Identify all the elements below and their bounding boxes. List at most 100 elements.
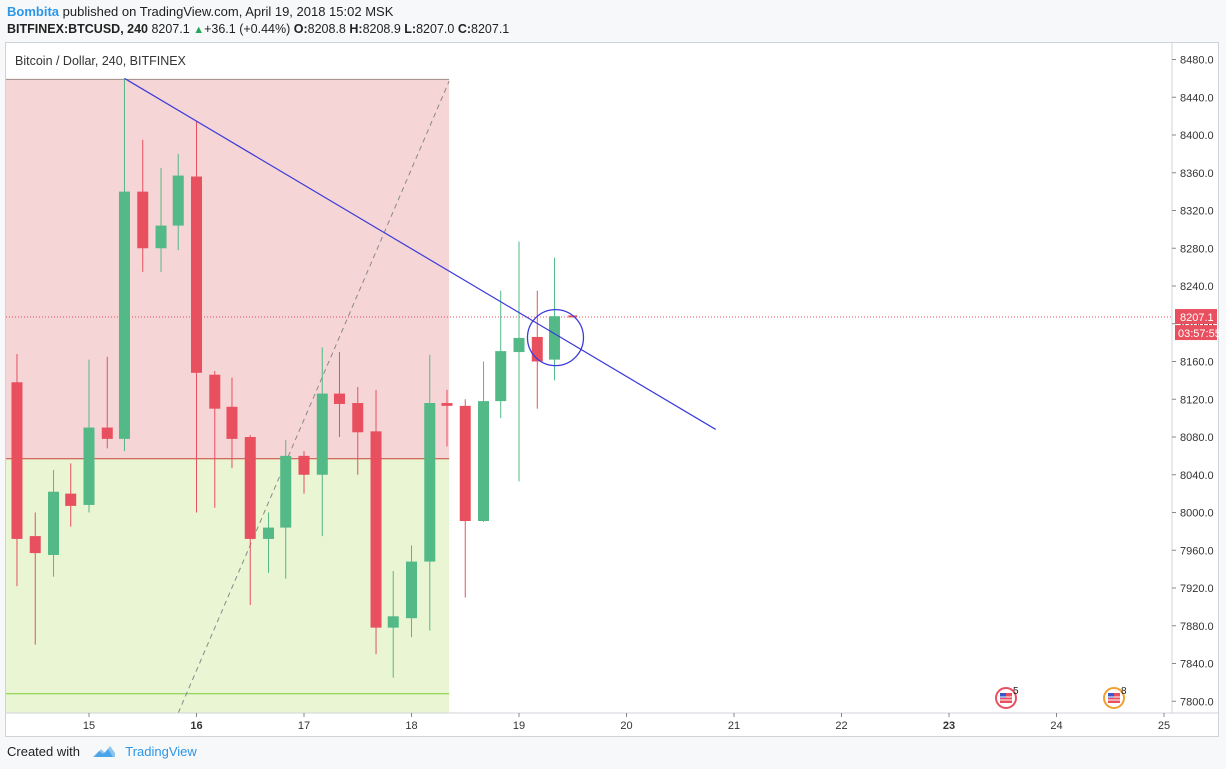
long-position-zones (6, 78, 450, 713)
trend-line (124, 77, 717, 430)
candle (101, 356, 113, 449)
candle (424, 354, 436, 631)
candle (155, 168, 167, 272)
candle (495, 290, 507, 419)
price-tick-label: 7960.0 (1180, 545, 1214, 557)
candle (11, 353, 23, 587)
candle-body (298, 455, 310, 475)
candle (531, 290, 543, 409)
candle (191, 120, 202, 513)
candle (137, 139, 149, 272)
tradingview-link[interactable]: TradingView (125, 744, 197, 759)
candle-body (172, 175, 184, 226)
candle (280, 439, 292, 579)
candle-body (568, 315, 578, 318)
flag-canton (1000, 693, 1006, 698)
candle-body (333, 393, 345, 404)
candle-body (531, 336, 543, 362)
candle (263, 512, 275, 573)
candle-body (226, 406, 238, 439)
drawing-lines (6, 81, 1172, 714)
candle-body (48, 491, 60, 555)
candle-body (352, 403, 364, 433)
overlay (124, 77, 717, 430)
author-link[interactable]: Bombita (7, 4, 59, 19)
us-flag-event-icon: 8 (1103, 686, 1127, 709)
candle (441, 389, 453, 447)
candle-body (424, 403, 436, 562)
tradingview-cloud-icon (92, 744, 116, 761)
candle (29, 512, 41, 645)
price-tick-label: 7920.0 (1180, 583, 1214, 595)
price-tag-label: 8207.1 (1180, 312, 1214, 324)
flag-canton (1108, 693, 1114, 698)
time-tick-label: 22 (835, 720, 847, 732)
time-tick-label: 20 (620, 720, 632, 732)
candle-body (191, 176, 202, 373)
candle-body (29, 536, 41, 554)
publish-info: Bombita published on TradingView.com, Ap… (7, 4, 393, 19)
price-tick-label: 7800.0 (1180, 696, 1214, 708)
price-tick-label: 8320.0 (1180, 206, 1214, 218)
event-count: 5 (1013, 686, 1019, 697)
time-tick-label: 21 (728, 720, 740, 732)
candle-body (263, 527, 275, 539)
price-tick-label: 8000.0 (1180, 508, 1214, 520)
price-tick-label: 7880.0 (1180, 621, 1214, 633)
candle (65, 463, 77, 527)
price-tick-label: 7840.0 (1180, 659, 1214, 671)
high-value: 8208.9 (362, 22, 401, 36)
up-arrow-icon: ▲ (193, 24, 205, 36)
candle (406, 545, 417, 638)
countdown-tag (1175, 325, 1217, 341)
candle (209, 370, 221, 508)
profit-zone (6, 79, 450, 459)
candle (370, 389, 382, 655)
time-tick-label: 17 (298, 720, 310, 732)
candle (478, 361, 490, 522)
candle-body (513, 337, 525, 353)
price-tag (1175, 309, 1217, 325)
candle (316, 347, 328, 537)
last-price: 8207.1 (151, 22, 190, 36)
candle (298, 451, 310, 494)
candle-body (495, 351, 507, 402)
created-with-text: Created with (7, 744, 80, 759)
event-count: 8 (1121, 686, 1127, 697)
candle-body (406, 561, 417, 619)
open-label: O: (293, 22, 308, 36)
candle-body (478, 401, 490, 521)
candle-body (118, 191, 130, 439)
price-tick-label: 8440.0 (1180, 92, 1214, 104)
candle-body (441, 403, 453, 406)
candle-body (137, 191, 149, 249)
price-tick-label: 8400.0 (1180, 130, 1214, 142)
published-text: published on TradingView.com, April 19, … (62, 4, 394, 19)
us-flag-event-icon: 5 (995, 686, 1019, 709)
footer: Created with TradingView (7, 744, 197, 761)
price-change: +36.1 (+0.44%) (204, 22, 291, 36)
symbol-label: BITFINEX:BTCUSD, 240 (7, 22, 148, 36)
candle-body (459, 405, 471, 521)
candle-body (387, 616, 399, 628)
price-tick-label: 8360.0 (1180, 168, 1214, 180)
diagonal-dashed-line (177, 81, 450, 714)
candle (459, 399, 471, 598)
time-tick-label: 24 (1050, 720, 1062, 732)
close-value: 8207.1 (471, 22, 510, 36)
candle-body (155, 225, 167, 249)
price-tick-label: 8040.0 (1180, 470, 1214, 482)
candle-body (316, 393, 328, 475)
high-label: H: (349, 22, 363, 36)
candle (244, 435, 256, 605)
open-value: 8208.8 (307, 22, 346, 36)
price-tick-label: 8240.0 (1180, 281, 1214, 293)
time-tick-label: 15 (83, 720, 95, 732)
time-tick-label: 16 (190, 720, 202, 732)
low-label: L: (404, 22, 417, 36)
candles (11, 78, 578, 678)
candle-body (280, 455, 292, 528)
symbol-ohlc-line: BITFINEX:BTCUSD, 240 8207.1 ▲+36.1 (+0.4… (7, 22, 509, 36)
